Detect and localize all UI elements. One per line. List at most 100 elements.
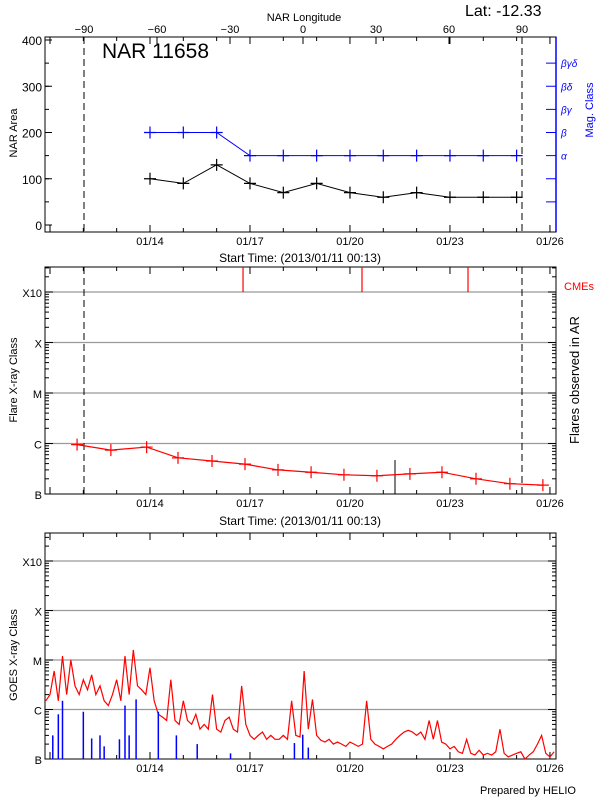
flare-class-point — [536, 479, 549, 492]
mag-class-point — [510, 149, 523, 162]
y-tick-label: 200 — [22, 127, 42, 141]
plot-frame — [44, 36, 557, 233]
y-tick-label: C — [34, 706, 42, 718]
y-tick-label: X — [35, 339, 43, 351]
nar-area-point — [143, 172, 156, 185]
y-tick-label: X10 — [22, 288, 42, 300]
mag-class-point — [177, 126, 190, 139]
flare-class-point — [469, 472, 482, 485]
nar-area-point — [443, 191, 456, 204]
flare-class-point — [206, 455, 219, 468]
y-tick-label: 0 — [35, 219, 42, 233]
flare-class-point — [104, 444, 117, 457]
nar-area-line — [149, 164, 517, 198]
cme-label: CMEs — [564, 281, 594, 293]
mag-class-point — [410, 149, 423, 162]
x-tick-label: 01/14 — [136, 763, 164, 775]
x-tick-label: 01/14 — [136, 236, 164, 248]
flare-class-point — [503, 477, 516, 490]
y-tick-label: X10 — [22, 557, 42, 569]
y-tick-label: C — [34, 440, 42, 452]
nar-area-point — [410, 186, 423, 199]
longitude-tick-label: 90 — [516, 24, 528, 36]
flare-class-point — [403, 467, 416, 480]
nar-area-point — [377, 191, 390, 204]
flare-class-point — [171, 451, 184, 464]
x-tick-label: 01/26 — [536, 236, 564, 248]
mag-tick-label: βγ — [560, 105, 573, 116]
x-tick-label: 01/14 — [136, 498, 164, 510]
x-tick-label: 01/26 — [536, 498, 564, 510]
flare-class-point — [71, 438, 84, 451]
y-tick-label: X — [35, 607, 43, 619]
y-axis-label: GOES X-ray Class — [8, 609, 20, 701]
flare-class-point — [435, 466, 448, 479]
mag-class-point — [343, 149, 356, 162]
y-tick-label: M — [33, 656, 42, 668]
mag-tick-label: α — [561, 152, 567, 163]
mag-class-point — [243, 149, 256, 162]
y-tick-label: B — [35, 490, 42, 502]
longitude-tick-label: −30 — [221, 24, 240, 36]
nar-area-point — [210, 158, 223, 171]
x-axis-label: Start Time: (2013/01/11 00:13) — [219, 251, 381, 265]
flare-panel: B C M X X10 01/14 01/17 01/20 01/23 01/26 CMEs Star… — [8, 266, 594, 528]
mag-tick-label: βγδ — [560, 59, 578, 70]
longitude-tick-label: 0 — [300, 24, 306, 36]
y-tick-label: 300 — [22, 80, 42, 94]
mag-class-point — [377, 149, 390, 162]
longitude-tick-label: 30 — [370, 24, 382, 36]
x-tick-label: 01/17 — [236, 236, 264, 248]
nar-area-panel: 01/14 01/17 01/20 01/23 01/260100200300400αβ… — [8, 12, 596, 265]
x-axis-label: Start Time: (2013/01/11 00:13) — [219, 514, 381, 528]
mag-class-point — [210, 126, 223, 139]
flare-class-point — [271, 463, 284, 476]
x-tick-label: 01/23 — [436, 498, 464, 510]
y-tick-label: 100 — [22, 173, 42, 187]
nar-area-point — [343, 186, 356, 199]
y2-axis-label: Mag. Class — [584, 82, 596, 138]
longitude-tick-label: −60 — [148, 24, 167, 36]
footer-credit: Prepared by HELIO — [480, 785, 576, 797]
mag-class-point — [310, 149, 323, 162]
mag-class-point — [443, 149, 456, 162]
longitude-tick-label: 60 — [443, 24, 455, 36]
y-axis-label: NAR Area — [8, 108, 20, 158]
longitude-tick-label: −90 — [75, 24, 94, 36]
plot-frame — [44, 532, 557, 760]
plot-frame — [44, 266, 557, 495]
mag-tick-label: βδ — [560, 82, 573, 93]
goes-long-channel-line — [45, 649, 555, 760]
mag-class-point — [477, 149, 490, 162]
x-tick-label: 01/20 — [336, 763, 364, 775]
panel-title: NAR 11658 — [102, 40, 209, 63]
nar-area-point — [277, 186, 290, 199]
goes-panel: B C M X X10 01/14 01/17 01/20 01/23 01/26 GOES X-r… — [8, 532, 564, 775]
mag-class-line — [149, 132, 517, 157]
nar-area-point — [177, 177, 190, 190]
mag-class-point — [277, 149, 290, 162]
nar-area-point — [310, 177, 323, 190]
y-tick-label: 400 — [22, 34, 42, 48]
y-tick-label: B — [35, 755, 42, 767]
flare-class-point — [140, 441, 153, 454]
x-tick-label: 01/17 — [236, 763, 264, 775]
x-tick-label: 01/20 — [336, 236, 364, 248]
mag-tick-label: β — [560, 129, 567, 140]
flare-class-point — [337, 468, 350, 481]
flare-class-point — [370, 469, 383, 482]
y-axis-label: Flare X-ray Class — [8, 337, 20, 422]
x-tick-label: 01/20 — [336, 498, 364, 510]
nar-area-point — [477, 191, 490, 204]
x-tick-label: 01/26 — [536, 763, 564, 775]
latitude-label: Lat: -12.33 — [465, 3, 542, 20]
flare-class-point — [305, 466, 318, 479]
nar-area-point — [243, 177, 256, 190]
x-tick-label: 01/17 — [236, 498, 264, 510]
x-tick-label: 01/23 — [436, 236, 464, 248]
flare-class-point — [239, 458, 252, 471]
x-tick-label: 01/23 — [436, 763, 464, 775]
y2-axis-label: Flares observed in AR — [567, 316, 582, 444]
y-tick-label: M — [33, 389, 42, 401]
